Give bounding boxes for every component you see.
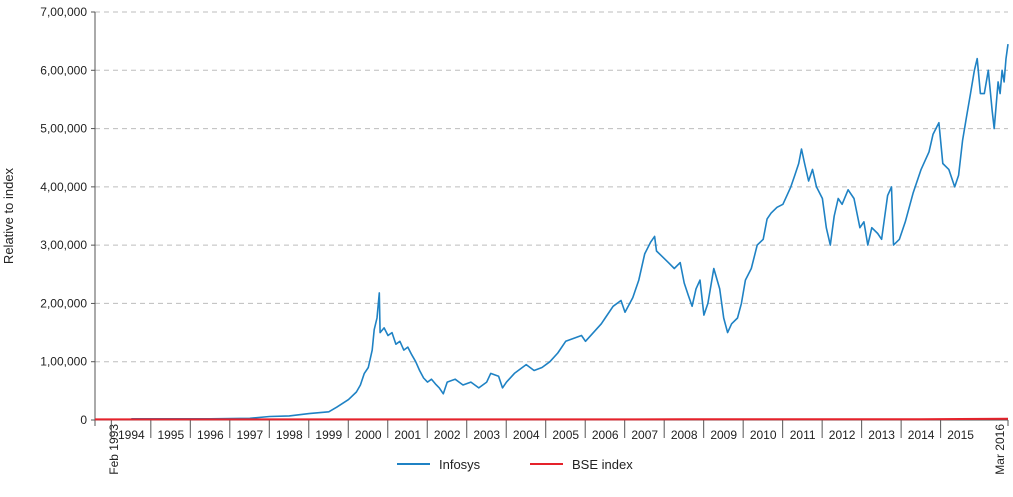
series-line-infosys [131, 43, 1009, 420]
x-tick-label: 1997 [236, 428, 263, 442]
x-tick-label: 2005 [552, 428, 579, 442]
legend-label: Infosys [439, 457, 481, 472]
y-axis-label: Relative to index [1, 167, 16, 264]
legend-label: BSE index [572, 457, 633, 472]
x-tick-label: 1996 [197, 428, 224, 442]
series-line-bse-index [95, 417, 1009, 421]
x-tick-label: 2012 [829, 428, 856, 442]
x-tick-label: 2008 [671, 428, 698, 442]
x-tick-label: 1994 [118, 428, 145, 442]
x-tick-label: 2006 [592, 428, 619, 442]
series-layer [95, 43, 1009, 421]
x-tick-label: Feb 1993 [107, 424, 121, 475]
y-tick-label: 3,00,000 [40, 238, 87, 252]
x-tick-label: 2001 [394, 428, 421, 442]
x-tick-label: 2002 [434, 428, 461, 442]
y-tick-label: 2,00,000 [40, 296, 87, 310]
y-tick-label: 5,00,000 [40, 122, 87, 136]
y-tick-label: 6,00,000 [40, 63, 87, 77]
x-tick-label: 2013 [868, 428, 895, 442]
x-tick-label: 2011 [790, 428, 816, 442]
x-tick-label: 2014 [908, 428, 935, 442]
x-tick-label: 2000 [355, 428, 382, 442]
x-tick-label: 1999 [315, 428, 342, 442]
x-tick-label: 1995 [157, 428, 184, 442]
x-tick-label: 2003 [473, 428, 500, 442]
x-tick-label: Mar 2016 [993, 424, 1007, 475]
y-tick-label: 1,00,000 [40, 355, 87, 369]
x-tick-label: 2015 [947, 428, 974, 442]
x-tick-label: 1998 [276, 428, 303, 442]
x-tick-label: 2007 [631, 428, 658, 442]
x-tick-label: 2004 [513, 428, 540, 442]
x-tick-label: 2010 [750, 428, 777, 442]
y-tick-labels: 0 1,00,000 2,00,000 3,00,000 4,00,000 5,00,00… [40, 5, 95, 427]
grid-layer [95, 11, 1008, 363]
y-tick-label: 0 [80, 413, 87, 427]
legend: Infosys BSE index [397, 457, 633, 472]
y-tick-label: 7,00,000 [40, 5, 87, 19]
x-tick-label: 2009 [710, 428, 737, 442]
y-tick-label: 4,00,000 [40, 180, 87, 194]
